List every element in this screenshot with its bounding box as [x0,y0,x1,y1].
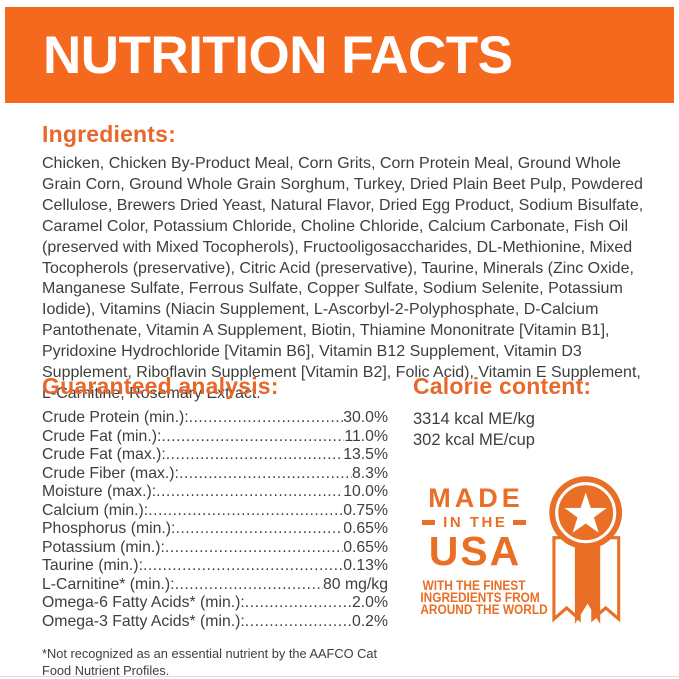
badge-made-label: MADE [428,483,524,513]
made-in-usa-badge: MADE IN THE USA WITH THE FINEST INGREDIEN… [413,476,673,624]
made-in-usa-text: MADE IN THE USA WITH THE FINEST INGREDIEN… [413,476,548,617]
ingredients-heading: Ingredients: [42,121,177,147]
analysis-row-label: Calcium (min.): [42,501,149,519]
analysis-row-label: Crude Fiber (max.): [42,464,179,482]
analysis-row-value: 0.65% [343,520,388,537]
analysis-row: Potassium (min.):.......................… [42,539,388,558]
analysis-row-value: 0.65% [343,538,388,556]
analysis-row: Taurine (min.):.........................… [42,557,388,576]
analysis-row-label: Potassium (min.): [42,538,165,556]
badge-tagline-line: WITH THE FINEST [422,578,526,593]
badge-tagline-line: AROUND THE WORLD [420,601,548,617]
page-title: NUTRITION FACTS [43,25,513,85]
dot-leader: ........................................… [148,501,344,519]
analysis-row-label: Crude Fat (min.): [42,427,162,445]
dot-leader: ........................................… [244,612,352,630]
dot-leader: ........................................… [188,409,344,426]
analysis-row-label: Crude Fat (max.): [42,446,166,463]
dash-left-icon [421,520,435,525]
analysis-row-label: Moisture (max.): [42,483,157,500]
dot-leader: ........................................… [174,575,323,593]
analysis-row-label: Crude Protein (min.): [42,409,189,426]
analysis-row: Calcium (min.):.........................… [42,502,388,521]
analysis-row-value: 8.3% [351,464,388,482]
star-ribbon-medal-icon [549,476,623,624]
analysis-row: Crude Fat (max.):.......................… [42,446,388,465]
calorie-content-heading: Calorie content: [413,373,592,399]
calorie-line: 302 kcal ME/cup [413,430,535,449]
analysis-row-label: Omega-6 Fatty Acids* (min.): [42,594,245,611]
analysis-row-label: Phosphorus (min.): [42,520,176,537]
label-bottom-edge [0,676,679,677]
badge-usa-label: USA [428,528,522,574]
analysis-row: Omega-3 Fatty Acids* (min.):............… [42,613,388,632]
dot-leader: ........................................… [156,483,343,500]
analysis-row-label: L-Carnitine* (min.): [42,575,175,593]
ingredients-section: Ingredients: Chicken, Chicken By-Product… [42,120,646,405]
dot-leader: ........................................… [164,538,344,556]
analysis-row: Omega-6 Fatty Acids* (min.):............… [42,594,388,613]
dot-leader: ........................................… [244,594,352,611]
aafco-footnote: *Not recognized as an essential nutrient… [42,646,378,678]
calorie-lines: 3314 kcal ME/kg 302 kcal ME/cup [413,409,673,450]
analysis-row-value: 0.13% [343,557,388,574]
analysis-row-label: Omega-3 Fatty Acids* (min.): [42,612,245,630]
dash-right-icon [513,520,527,525]
nutrition-facts-banner: NUTRITION FACTS [5,7,674,103]
guaranteed-analysis-heading: Guaranteed analysis: [42,373,279,399]
dot-leader: ........................................… [175,520,343,537]
analysis-row-value: 10.0% [343,483,388,500]
calorie-line: 3314 kcal ME/kg [413,410,535,428]
analysis-row: L-Carnitine* (min.):....................… [42,576,388,595]
right-column: Calorie content: 3314 kcal ME/kg 302 kcal… [413,372,673,624]
badge-tagline: WITH THE FINEST INGREDIENTS FROM AROUND TH… [413,578,548,617]
analysis-row: Crude Protein (min.):...................… [42,409,388,428]
analysis-row: Crude Fiber (max.):.....................… [42,465,388,484]
analysis-row-value: 13.5% [343,446,388,463]
dot-leader: ........................................… [165,446,344,463]
analysis-row-value: 80 mg/kg [323,575,388,593]
guaranteed-analysis-section: Guaranteed analysis: Crude Protein (min.… [42,372,388,679]
badge-in-the-row: IN THE [413,514,535,531]
analysis-row-value: 2.0% [351,594,388,611]
analysis-row-label: Taurine (min.): [42,557,143,574]
badge-tagline-line: INGREDIENTS FROM [420,589,540,605]
dot-leader: ........................................… [178,464,352,482]
ingredients-text: Chicken, Chicken By-Product Meal, Corn G… [42,155,644,402]
badge-in-the-label: IN THE [443,514,508,531]
analysis-row-value: 30.0% [343,409,388,426]
analysis-rows: Crude Protein (min.):...................… [42,409,388,631]
analysis-row: Crude Fat (min.):.......................… [42,428,388,447]
analysis-row-value: 0.75% [343,501,388,519]
dot-leader: ........................................… [142,557,344,574]
analysis-row: Moisture (max.):........................… [42,483,388,502]
dot-leader: ........................................… [161,427,344,445]
analysis-row: Phosphorus (min.):......................… [42,520,388,539]
analysis-row-value: 0.2% [351,612,388,630]
analysis-row-value: 11.0% [344,427,388,445]
